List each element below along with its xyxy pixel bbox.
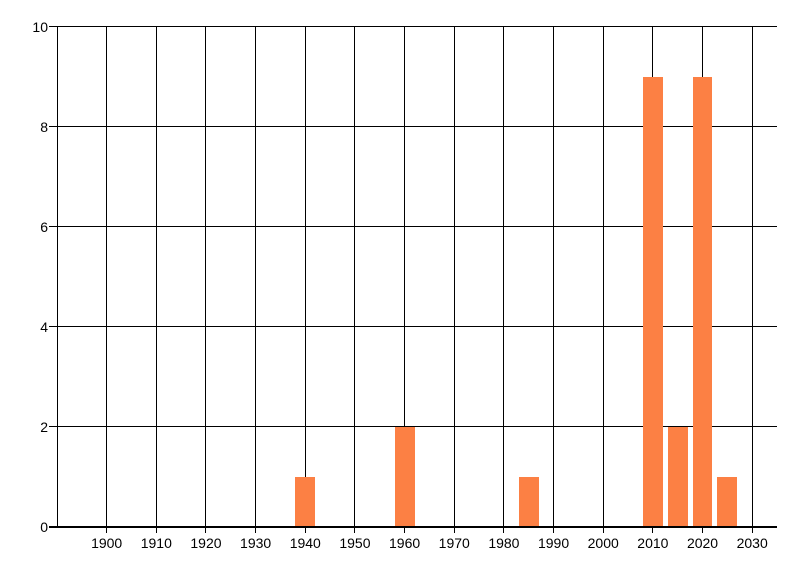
v-gridline bbox=[751, 26, 753, 533]
v-gridline bbox=[354, 26, 356, 533]
v-gridline bbox=[503, 26, 505, 533]
x-tick-label: 2020 bbox=[686, 535, 719, 551]
x-tick-label: 1910 bbox=[140, 535, 172, 551]
x-tick-label: 1960 bbox=[389, 535, 421, 551]
h-gridline bbox=[49, 326, 777, 327]
y-tick-label: 10 bbox=[32, 18, 48, 35]
v-gridline bbox=[453, 26, 455, 533]
h-gridline bbox=[49, 26, 777, 27]
v-gridline bbox=[602, 26, 604, 533]
bar bbox=[642, 76, 663, 527]
y-tick-label: 6 bbox=[40, 218, 48, 235]
bar bbox=[692, 76, 713, 527]
y-tick-label: 8 bbox=[40, 118, 48, 135]
h-gridline bbox=[49, 126, 777, 127]
x-tick-label: 1940 bbox=[289, 535, 321, 551]
y-tick-label: 2 bbox=[40, 418, 48, 435]
y-tick-label: 0 bbox=[40, 518, 48, 535]
x-tick-label: 1950 bbox=[339, 535, 371, 551]
v-gridline bbox=[404, 26, 406, 533]
y-tick-label: 4 bbox=[40, 318, 48, 335]
x-tick-label: 2010 bbox=[637, 535, 669, 551]
v-gridline bbox=[553, 26, 555, 533]
v-gridline bbox=[155, 26, 157, 533]
h-gridline bbox=[49, 226, 777, 227]
bar bbox=[518, 476, 539, 527]
bar bbox=[667, 426, 688, 527]
x-tick-label: 1900 bbox=[91, 535, 123, 551]
bar bbox=[717, 476, 738, 527]
v-gridline bbox=[205, 26, 207, 533]
x-axis-line bbox=[49, 525, 777, 528]
x-tick-label: 1920 bbox=[190, 535, 222, 551]
v-gridline bbox=[255, 26, 257, 533]
bar bbox=[295, 476, 316, 527]
x-tick-label: 2000 bbox=[587, 535, 619, 551]
v-gridline bbox=[106, 26, 108, 533]
v-gridline bbox=[304, 26, 306, 533]
x-tick-label: 1930 bbox=[240, 535, 272, 551]
x-tick-label: 2030 bbox=[736, 535, 768, 551]
x-tick-label: 1990 bbox=[537, 535, 570, 551]
bar bbox=[394, 426, 415, 527]
x-tick-label: 1970 bbox=[438, 535, 470, 551]
y-axis-line bbox=[56, 26, 58, 527]
x-tick-label: 1980 bbox=[488, 535, 520, 551]
